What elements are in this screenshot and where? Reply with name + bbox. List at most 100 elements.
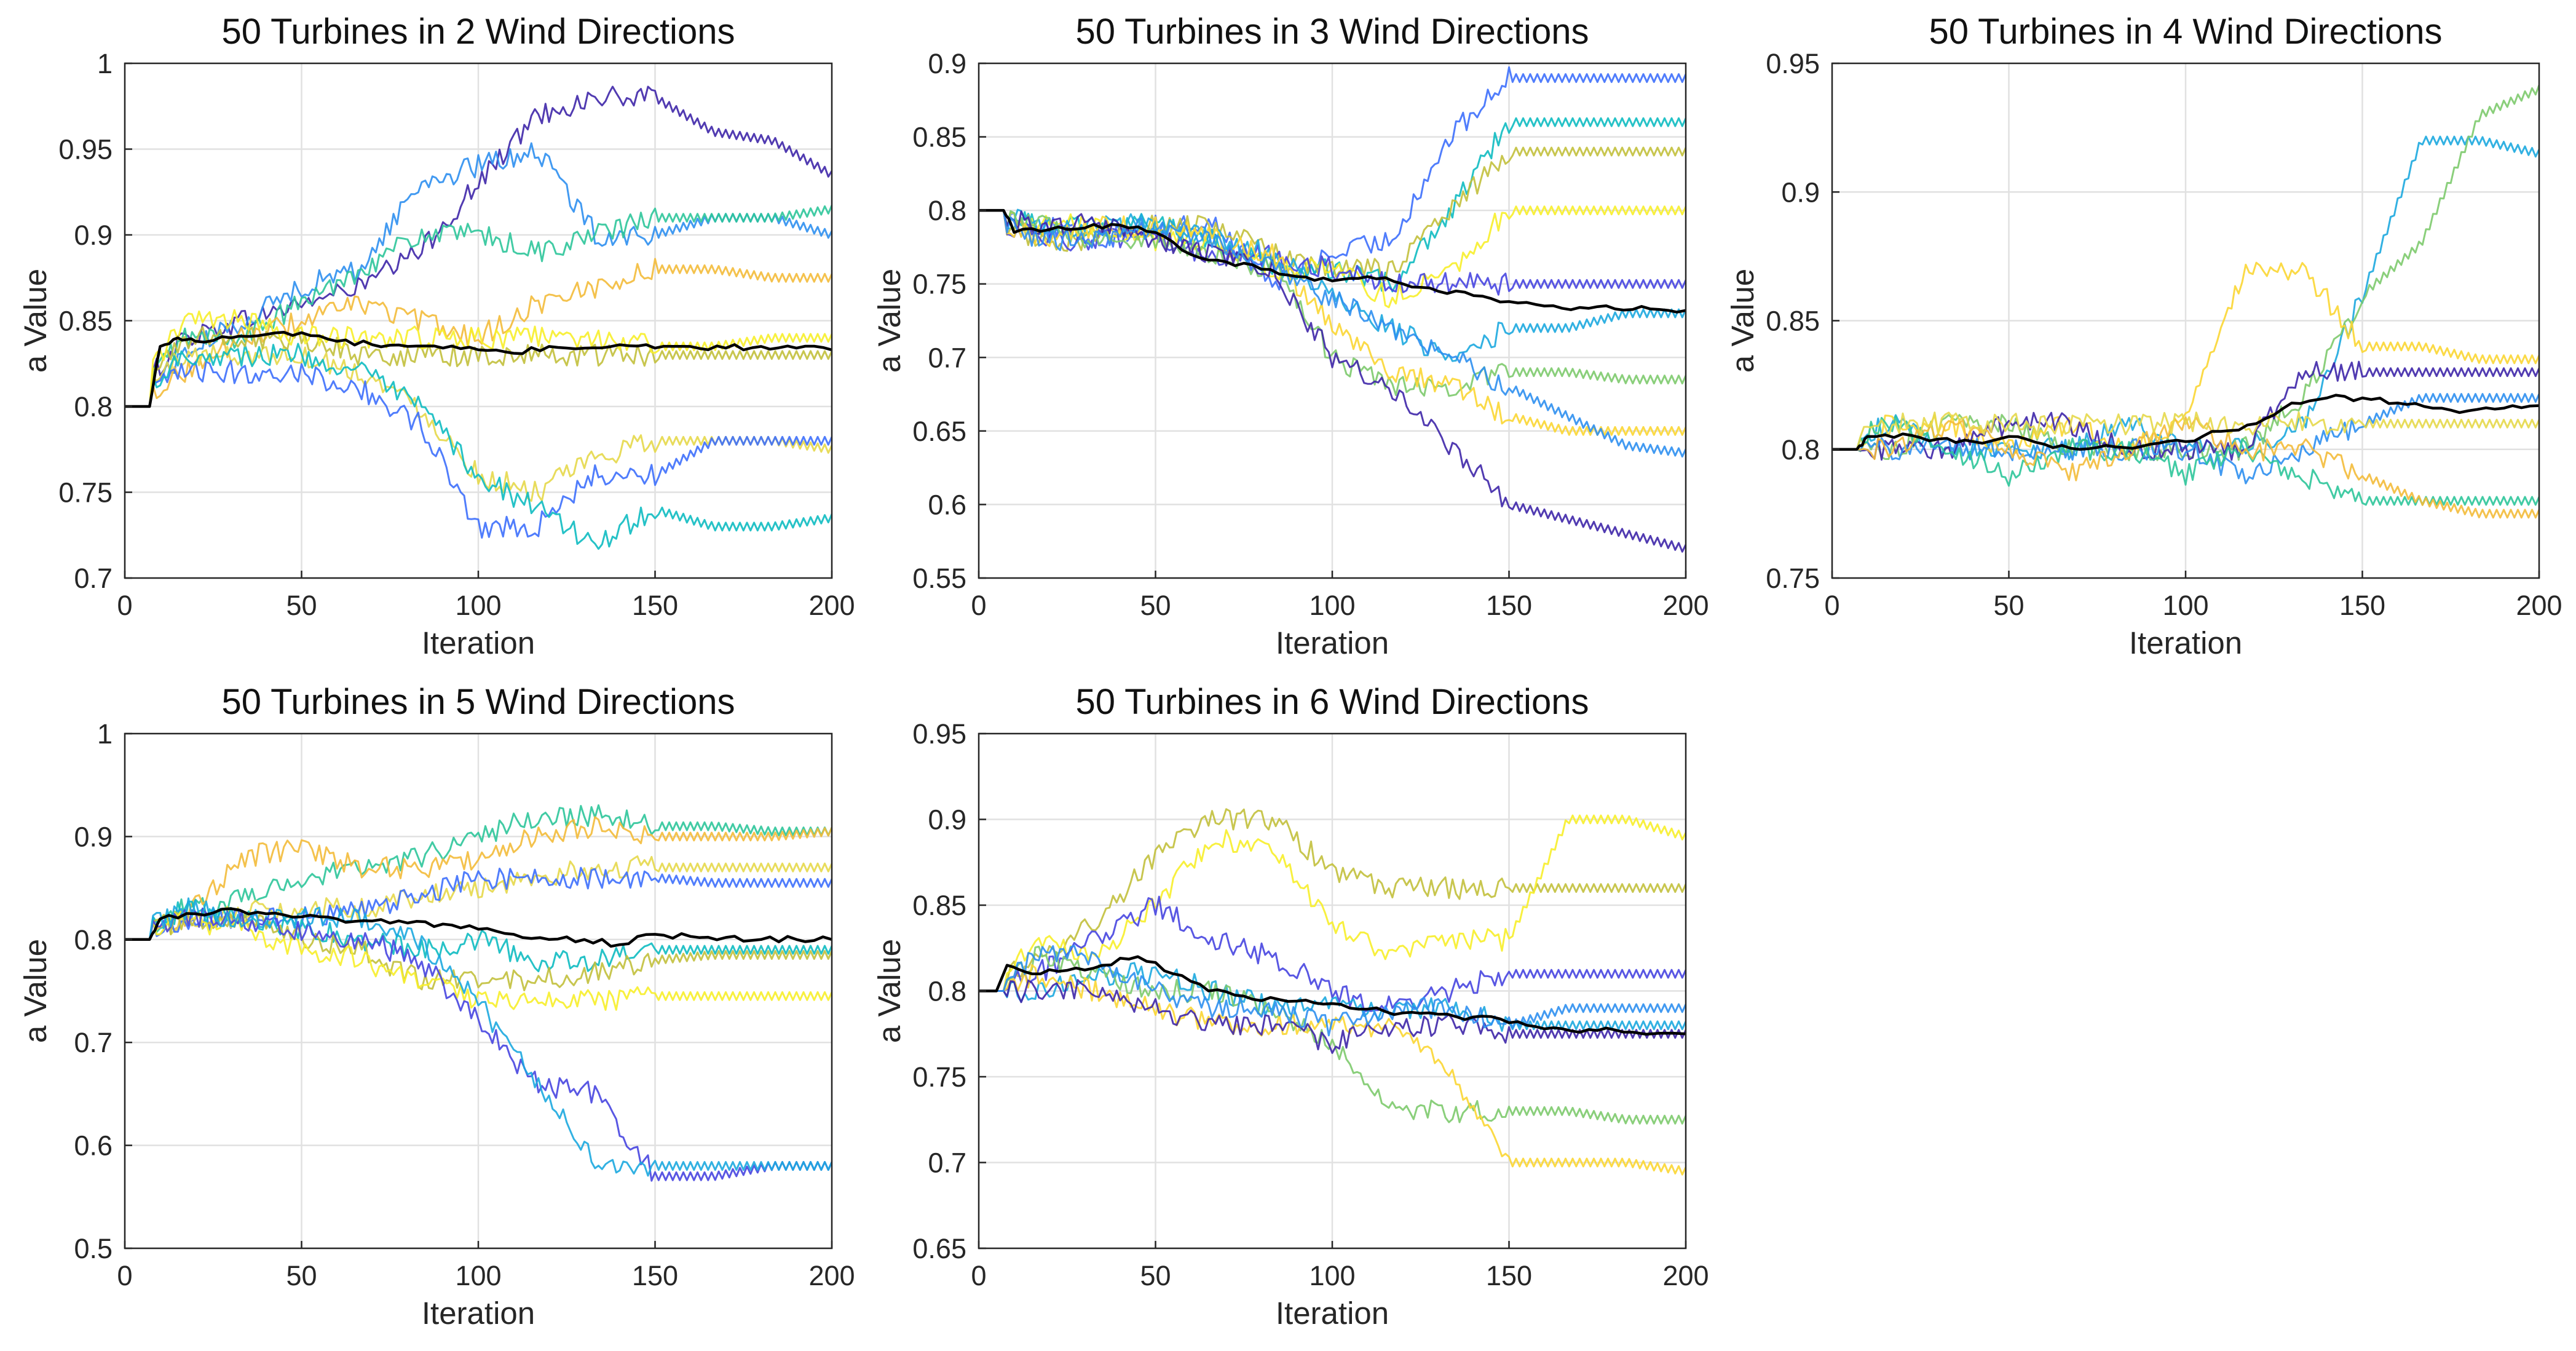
y-tick-label: 0.8 bbox=[74, 924, 113, 956]
series-group bbox=[979, 66, 1686, 553]
series-group bbox=[125, 804, 832, 1182]
series-line-run-3 bbox=[1832, 261, 2539, 456]
y-tick-label: 0.9 bbox=[1781, 176, 1820, 208]
y-tick-label: 0.7 bbox=[74, 563, 113, 594]
series-line-run-7 bbox=[1832, 416, 2539, 519]
mean-line bbox=[125, 331, 832, 408]
series-line-run-6 bbox=[979, 964, 1686, 1176]
mean-line bbox=[979, 208, 1686, 314]
series-line-run-4 bbox=[1832, 360, 2539, 461]
y-tick-label: 0.85 bbox=[912, 890, 966, 921]
series-line-run-10 bbox=[979, 209, 1686, 458]
subplot-2: 0 50 100 150 200 0.55 0.6 0.65 0.7 0.75 0.8 0.85 0.9… bbox=[872, 12, 1709, 660]
x-axis-label: Iteration bbox=[422, 625, 535, 660]
y-tick-label: 0.65 bbox=[912, 416, 966, 447]
series-line-run-9 bbox=[125, 897, 832, 1177]
x-axis-label: Iteration bbox=[2129, 625, 2242, 660]
series-line-run-4 bbox=[979, 205, 1686, 309]
y-tick-label: 0.7 bbox=[928, 1147, 966, 1179]
series-line-run-2 bbox=[125, 816, 832, 941]
x-tick-label: 100 bbox=[455, 590, 501, 621]
y-tick-label: 0.9 bbox=[928, 48, 966, 79]
series-line-run-8 bbox=[979, 209, 1686, 436]
x-tick-label: 100 bbox=[1309, 590, 1355, 621]
chart-title: 50 Turbines in 5 Wind Directions bbox=[222, 682, 735, 722]
y-tick-label: 0.75 bbox=[58, 477, 113, 509]
y-tick-label: 0.95 bbox=[912, 718, 966, 750]
chart-title: 50 Turbines in 4 Wind Directions bbox=[1929, 12, 2443, 52]
series-line-run-2 bbox=[1832, 84, 2539, 462]
series-line-run-8 bbox=[125, 907, 832, 1182]
y-axis-label: a Value bbox=[872, 939, 907, 1043]
series-line-run-5 bbox=[979, 209, 1686, 296]
series-line-run-7 bbox=[125, 343, 832, 550]
y-tick-label: 0.6 bbox=[74, 1130, 113, 1162]
x-tick-label: 50 bbox=[1140, 1260, 1171, 1291]
x-tick-label: 0 bbox=[117, 1260, 132, 1291]
series-line-run-6 bbox=[125, 910, 832, 992]
series-line-run-6 bbox=[979, 208, 1686, 362]
subplot-1: 0 50 100 150 200 0.7 0.75 0.8 0.85 0.9 0.95 1 50 Tur… bbox=[18, 12, 855, 660]
x-tick-label: 200 bbox=[808, 1260, 855, 1291]
x-axis-label: Iteration bbox=[422, 1296, 535, 1331]
series-line-run-7 bbox=[979, 209, 1686, 397]
series-line-run-1 bbox=[979, 808, 1686, 992]
y-tick-label: 0.7 bbox=[74, 1027, 113, 1058]
y-tick-label: 0.9 bbox=[74, 821, 113, 852]
series-line-run-8 bbox=[1832, 411, 2539, 451]
series-group bbox=[1832, 84, 2539, 519]
y-tick-label: 0.55 bbox=[912, 563, 966, 594]
series-line-run-8 bbox=[979, 945, 1686, 1037]
x-tick-label: 200 bbox=[2516, 590, 2562, 621]
x-axis-label: Iteration bbox=[1276, 625, 1389, 660]
y-tick-label: 0.5 bbox=[74, 1233, 113, 1264]
subplot-3: 0 50 100 150 200 0.75 0.8 0.85 0.9 0.95 50 Turbine… bbox=[1725, 12, 2562, 660]
y-tick-label: 0.6 bbox=[928, 489, 966, 520]
x-tick-label: 0 bbox=[1824, 590, 1839, 621]
x-tick-label: 50 bbox=[286, 590, 317, 621]
x-tick-label: 200 bbox=[808, 590, 855, 621]
y-tick-label: 0.75 bbox=[1766, 563, 1820, 594]
y-tick-label: 0.95 bbox=[1766, 48, 1820, 79]
y-axis-label: a Value bbox=[18, 269, 53, 373]
y-tick-label: 0.75 bbox=[912, 269, 966, 300]
y-tick-label: 0.75 bbox=[912, 1061, 966, 1093]
x-axis-label: Iteration bbox=[1276, 1296, 1389, 1331]
y-tick-label: 0.8 bbox=[928, 195, 966, 226]
x-tick-label: 50 bbox=[286, 1260, 317, 1291]
y-tick-label: 0.9 bbox=[928, 804, 966, 836]
y-tick-label: 0.65 bbox=[912, 1233, 966, 1264]
x-tick-label: 100 bbox=[2162, 590, 2208, 621]
chart-title: 50 Turbines in 3 Wind Directions bbox=[1076, 12, 1589, 52]
series-group bbox=[979, 808, 1686, 1176]
y-axis-label: a Value bbox=[872, 269, 907, 373]
subplot-4: 0 50 100 150 200 0.5 0.6 0.7 0.8 0.9 1 50 Turbines … bbox=[18, 682, 855, 1331]
x-tick-label: 0 bbox=[971, 1260, 986, 1291]
mean-line bbox=[1832, 394, 2539, 451]
y-axis-label: a Value bbox=[18, 939, 53, 1043]
y-tick-label: 1 bbox=[97, 48, 113, 79]
x-tick-label: 150 bbox=[1486, 590, 1532, 621]
y-tick-label: 0.8 bbox=[1781, 434, 1820, 466]
y-tick-label: 0.8 bbox=[74, 391, 113, 422]
series-line-run-4 bbox=[125, 258, 832, 408]
x-tick-label: 100 bbox=[455, 1260, 501, 1291]
series-line-run-9 bbox=[979, 209, 1686, 553]
mean-line bbox=[125, 907, 832, 948]
series-group bbox=[125, 85, 832, 550]
x-tick-label: 200 bbox=[1662, 590, 1709, 621]
y-tick-label: 0.85 bbox=[912, 122, 966, 153]
series-line-run-1 bbox=[125, 85, 832, 408]
y-tick-label: 0.85 bbox=[1766, 306, 1820, 337]
chart-title: 50 Turbines in 2 Wind Directions bbox=[222, 12, 735, 52]
x-tick-label: 200 bbox=[1662, 1260, 1709, 1291]
mean-line bbox=[979, 955, 1686, 1036]
x-tick-label: 50 bbox=[1993, 590, 2024, 621]
series-line-run-8 bbox=[125, 326, 832, 408]
series-line-run-7 bbox=[979, 979, 1686, 1054]
y-tick-label: 1 bbox=[97, 718, 113, 750]
y-tick-label: 0.85 bbox=[58, 306, 113, 337]
series-line-run-5 bbox=[979, 945, 1686, 1125]
series-line-run-1 bbox=[125, 804, 832, 941]
y-axis-label: a Value bbox=[1725, 269, 1760, 373]
